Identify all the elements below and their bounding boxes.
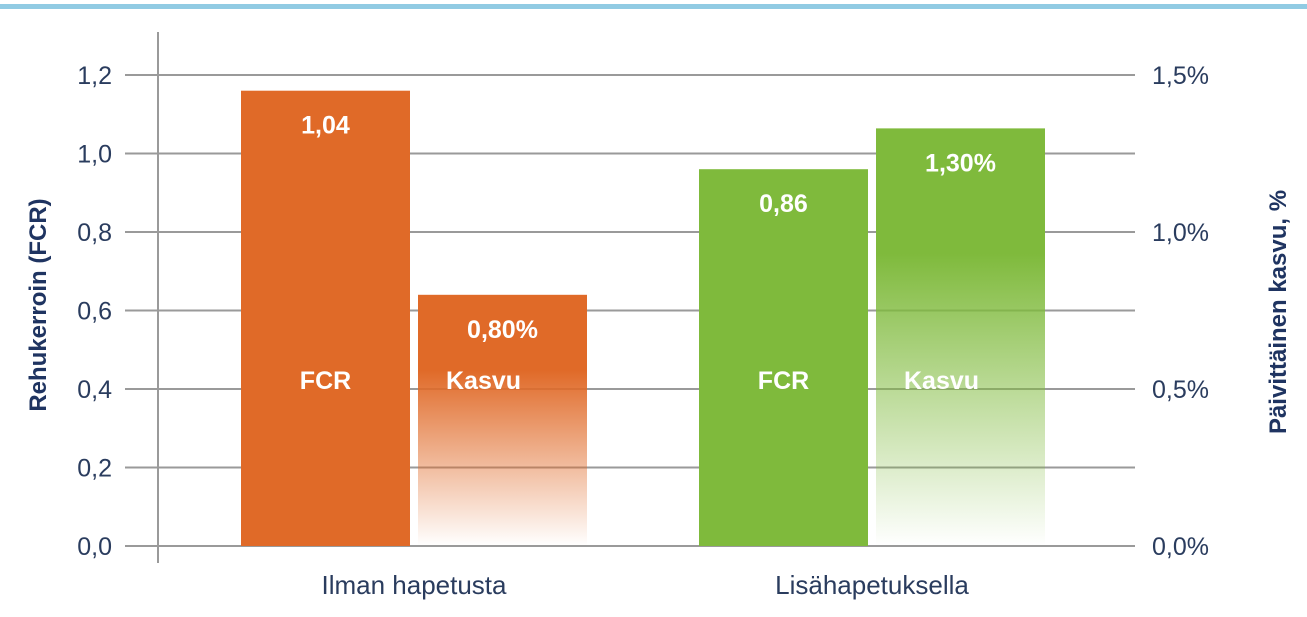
bar-value-label: 0,86 bbox=[759, 190, 808, 218]
bar-value-label: 1,30% bbox=[925, 149, 996, 177]
y2-axis-label: Päivittäinen kasvu, % bbox=[1265, 190, 1292, 434]
bar-kasvu-0 bbox=[418, 294, 587, 546]
bar-value-label: 1,04 bbox=[301, 112, 350, 140]
y-tick-label: 1,2 bbox=[77, 62, 112, 90]
bar-kasvu-1 bbox=[876, 128, 1045, 546]
y-axis-label: Rehukerroin (FCR) bbox=[25, 198, 52, 411]
bar-series-label: FCR bbox=[758, 367, 809, 395]
bar-value-label: 0,80% bbox=[467, 316, 538, 344]
y-tick-label: 0,4 bbox=[77, 376, 112, 404]
y-tick-label: 0,8 bbox=[77, 219, 112, 247]
y2-tick-label: 1,0% bbox=[1152, 219, 1209, 247]
bar-series-label: Kasvu bbox=[446, 367, 521, 395]
x-category-label: Ilman hapetusta bbox=[321, 570, 507, 600]
x-category-label: Lisähapetuksella bbox=[775, 570, 969, 600]
bar-series-label: Kasvu bbox=[904, 367, 979, 395]
top-accent-line bbox=[0, 4, 1307, 9]
y2-tick-label: 0,5% bbox=[1152, 376, 1209, 404]
y-tick-label: 0,0 bbox=[77, 533, 112, 561]
y2-tick-label: 0,0% bbox=[1152, 533, 1209, 561]
bar-fcr-1 bbox=[699, 169, 868, 546]
bar-series-label: FCR bbox=[300, 367, 351, 395]
y-tick-label: 0,6 bbox=[77, 298, 112, 326]
y-tick-label: 0,2 bbox=[77, 455, 112, 483]
y2-tick-label: 1,5% bbox=[1152, 62, 1209, 90]
y-tick-label: 1,0 bbox=[77, 141, 112, 169]
bar-fcr-0 bbox=[241, 90, 410, 546]
